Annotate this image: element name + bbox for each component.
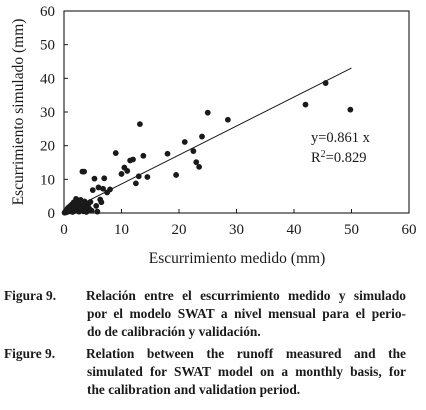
x-tick-label: 0	[60, 222, 68, 238]
data-point	[144, 174, 151, 180]
data-point	[322, 80, 329, 86]
caption-line: Relación entre el escurrimiento medido y…	[86, 288, 406, 303]
data-point	[124, 168, 131, 174]
data-points	[61, 80, 354, 216]
data-point	[112, 150, 119, 156]
data-point	[173, 172, 180, 178]
data-point	[94, 208, 101, 215]
data-point	[196, 163, 203, 170]
data-point	[193, 159, 200, 166]
caption-line: simulated for SWAT model on a monthly ba…	[87, 364, 406, 380]
y-tick-label: 30	[40, 105, 55, 121]
data-point	[190, 148, 197, 154]
x-tick-label: 50	[344, 222, 359, 238]
data-point	[91, 175, 98, 182]
data-point	[98, 199, 105, 206]
data-point	[100, 185, 106, 192]
data-point	[164, 150, 171, 157]
data-point	[204, 109, 211, 116]
y-axis-label: Escurrimiento simulado (mm)	[10, 19, 27, 206]
caption-label: Figura 9.	[4, 288, 57, 303]
caption-line: por el modelo SWAT a nivel mensual para …	[87, 306, 406, 322]
caption-line: do de calibración y validación.	[87, 324, 261, 340]
data-point	[135, 173, 142, 180]
data-point	[89, 187, 96, 194]
data-point	[95, 184, 102, 191]
plot-frame	[63, 10, 410, 214]
data-point	[181, 139, 188, 145]
data-point	[130, 156, 136, 163]
plot-border	[63, 10, 410, 214]
x-tick-label: 30	[229, 222, 244, 238]
x-axis-label: Escurrimiento medido (mm)	[149, 250, 326, 267]
x-tick-label: 20	[172, 222, 187, 238]
scatter-chart: 0 10 20 30 40 50 60 0 10 20 30 40 50 60 Escurrimient…	[10, 4, 417, 267]
data-point	[224, 116, 231, 123]
caption-line: the calibration and validation period.	[87, 382, 301, 398]
data-point	[93, 203, 100, 209]
data-point	[81, 168, 88, 175]
data-point	[88, 207, 95, 214]
x-tick-label: 10	[114, 222, 129, 238]
r-squared-annotation: R2=0.829	[311, 149, 366, 166]
y-tick-label: 20	[40, 139, 55, 155]
y-tick-label: 0	[48, 206, 56, 222]
y-axis-ticks: 0 10 20 30 40 50 60	[40, 4, 68, 222]
y-tick-label: 60	[40, 4, 55, 20]
data-point	[347, 106, 354, 113]
data-point	[199, 133, 205, 140]
x-tick-label: 60	[402, 222, 417, 238]
data-point	[132, 180, 139, 187]
chart-canvas: 0 10 20 30 40 50 60 0 10 20 30 40 50 60 Escurrimient…	[10, 4, 417, 267]
r-squared-prefix: R	[311, 150, 321, 166]
r-squared-superscript: 2	[321, 149, 326, 160]
y-tick-label: 40	[40, 71, 55, 87]
data-point	[107, 186, 113, 193]
y-tick-label: 10	[40, 172, 55, 188]
equation-annotation: y=0.861 x	[311, 130, 371, 146]
data-point	[101, 175, 108, 182]
data-point	[302, 101, 309, 108]
caption-label: Figure 9.	[4, 346, 56, 361]
x-axis-ticks: 0 10 20 30 40 50 60	[60, 209, 417, 238]
data-point	[118, 171, 125, 177]
caption-line: Relation between the runoff measured and…	[86, 346, 406, 361]
r-squared-value: =0.829	[326, 150, 367, 166]
data-point	[137, 121, 143, 128]
x-tick-label: 40	[287, 222, 302, 238]
data-point	[140, 152, 147, 159]
y-tick-label: 50	[40, 38, 55, 54]
data-point	[87, 198, 94, 205]
